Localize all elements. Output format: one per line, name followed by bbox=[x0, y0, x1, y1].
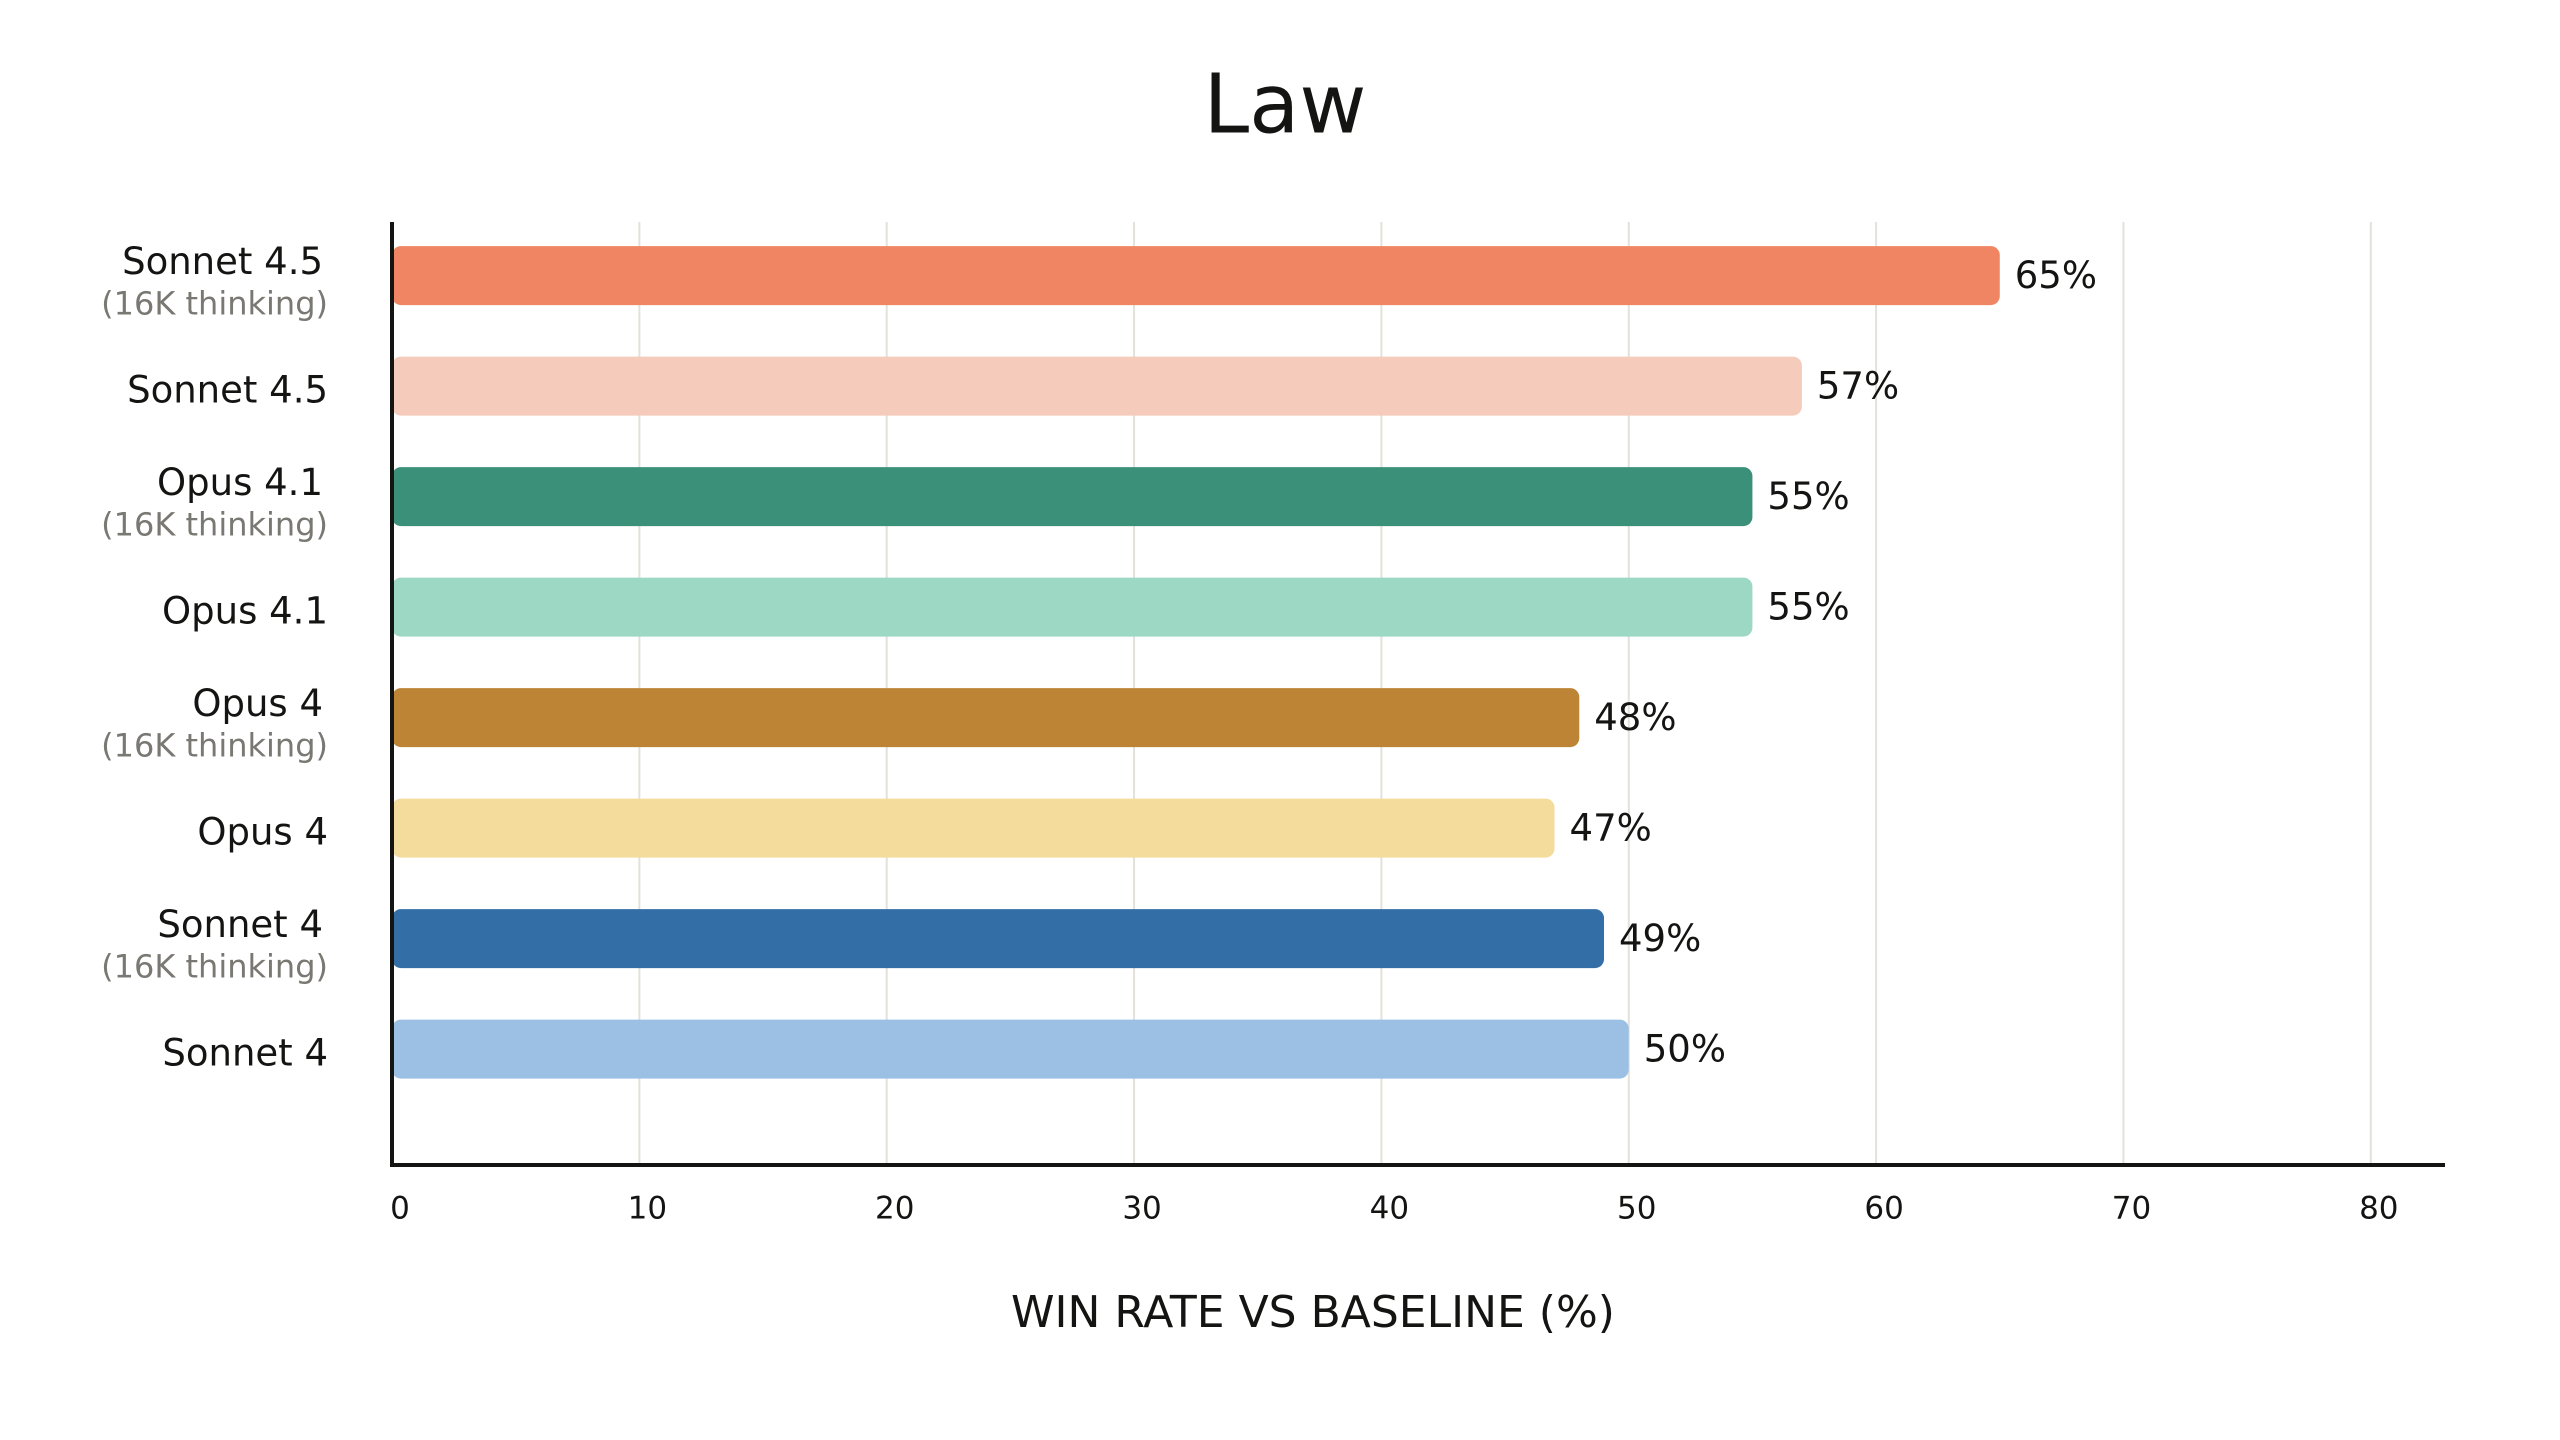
category-label: Opus 4.1 bbox=[162, 590, 328, 633]
category-sublabel: (16K thinking) bbox=[101, 727, 328, 765]
category-sublabel: (16K thinking) bbox=[101, 948, 328, 986]
bar bbox=[392, 798, 1555, 858]
category-label: Sonnet 4.5 bbox=[122, 240, 323, 283]
x-tick-label: 20 bbox=[875, 1191, 914, 1227]
x-axis-label: WIN RATE VS BASELINE (%) bbox=[1011, 1287, 1615, 1338]
bar bbox=[392, 577, 1753, 637]
category-label: Opus 4.1 bbox=[157, 461, 323, 504]
bar bbox=[392, 356, 1802, 416]
bar bbox=[392, 467, 1753, 527]
x-tick-label: 50 bbox=[1617, 1191, 1656, 1227]
category-label: Opus 4 bbox=[197, 811, 328, 854]
value-label: 48% bbox=[1594, 696, 1676, 739]
value-label: 47% bbox=[1570, 807, 1652, 850]
x-tick-label: 10 bbox=[628, 1191, 667, 1227]
x-tick-label: 0 bbox=[390, 1191, 410, 1227]
category-label: Opus 4 bbox=[192, 682, 323, 725]
x-tick-label: 30 bbox=[1122, 1191, 1161, 1227]
x-tick-label: 80 bbox=[2359, 1191, 2398, 1227]
category-label: Sonnet 4 bbox=[157, 903, 323, 946]
x-tick-label: 60 bbox=[1864, 1191, 1903, 1227]
value-label: 65% bbox=[2015, 254, 2097, 297]
value-label: 49% bbox=[1619, 917, 1701, 960]
bar bbox=[392, 246, 2000, 306]
category-label: Sonnet 4 bbox=[162, 1032, 328, 1075]
category-label: Sonnet 4.5 bbox=[127, 369, 328, 412]
x-tick-label: 40 bbox=[1370, 1191, 1409, 1227]
chart-title: Law bbox=[1204, 57, 1367, 152]
category-sublabel: (16K thinking) bbox=[101, 506, 328, 544]
category-sublabel: (16K thinking) bbox=[101, 285, 328, 323]
bar bbox=[392, 688, 1580, 748]
value-label: 55% bbox=[1767, 475, 1849, 518]
bar bbox=[392, 1019, 1629, 1079]
x-tick-label: 70 bbox=[2112, 1191, 2151, 1227]
value-label: 50% bbox=[1644, 1028, 1726, 1071]
bar bbox=[392, 909, 1605, 969]
value-label: 55% bbox=[1767, 586, 1849, 629]
value-label: 57% bbox=[1817, 365, 1899, 408]
